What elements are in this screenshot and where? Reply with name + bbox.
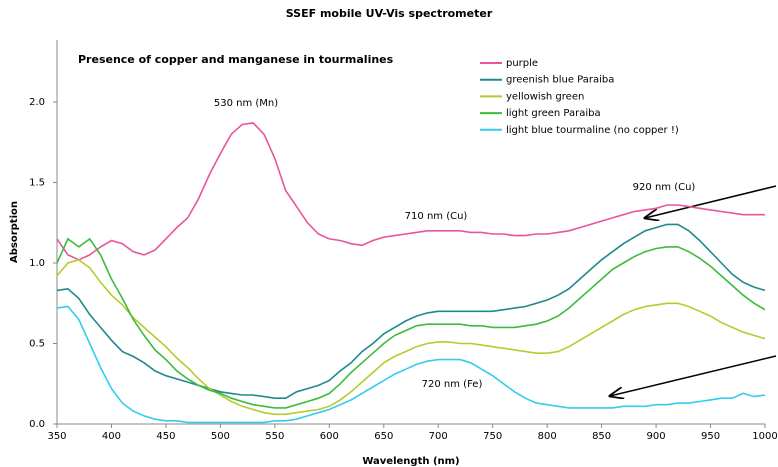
x-tick-label: 900 [647, 431, 666, 442]
arrow [610, 355, 777, 396]
x-tick-label: 800 [538, 431, 557, 442]
chart-subtitle: Presence of copper and manganese in tour… [78, 53, 394, 66]
x-tick-label: 950 [701, 431, 720, 442]
y-tick-label: 1.5 [29, 178, 45, 189]
x-tick-label: 350 [47, 431, 66, 442]
data-line [56, 305, 766, 424]
annotation: 720 nm (Fe) [422, 379, 483, 390]
y-tick-label: 0.5 [29, 339, 45, 350]
x-tick-label: 700 [429, 431, 448, 442]
legend-label: yellowish green [506, 91, 584, 102]
data-line [56, 258, 766, 416]
x-tick-label: 400 [102, 431, 121, 442]
x-tick-label: 600 [320, 431, 339, 442]
legend-label: light green Paraiba [506, 108, 601, 119]
y-tick-label: 2.0 [29, 97, 45, 108]
y-tick-label: 0.0 [29, 419, 45, 430]
x-tick-label: 450 [156, 431, 175, 442]
annotation: 920 nm (Cu) [633, 182, 696, 193]
x-tick-label: 750 [483, 431, 502, 442]
x-tick-label: 850 [592, 431, 611, 442]
x-tick-label: 500 [211, 431, 230, 442]
x-axis-label: Wavelength (nm) [362, 456, 459, 467]
legend-label: purple [506, 58, 538, 69]
y-tick-label: 1.0 [29, 258, 45, 269]
data-line [56, 122, 765, 261]
x-tick-label: 650 [374, 431, 393, 442]
legend-label: greenish blue Paraiba [506, 75, 614, 86]
y-axis-label: Absorption [9, 201, 20, 263]
data-line [56, 237, 766, 409]
legend-label: light blue tourmaline (no copper !) [506, 125, 679, 136]
annotation: 530 nm (Mn) [214, 98, 278, 109]
x-tick-label: 550 [265, 431, 284, 442]
arrow [645, 185, 777, 218]
x-tick-label: 1000 [752, 431, 777, 442]
chart-title: SSEF mobile UV-Vis spectrometer [286, 7, 493, 20]
data-line [56, 223, 766, 399]
annotation: 710 nm (Cu) [405, 211, 468, 222]
